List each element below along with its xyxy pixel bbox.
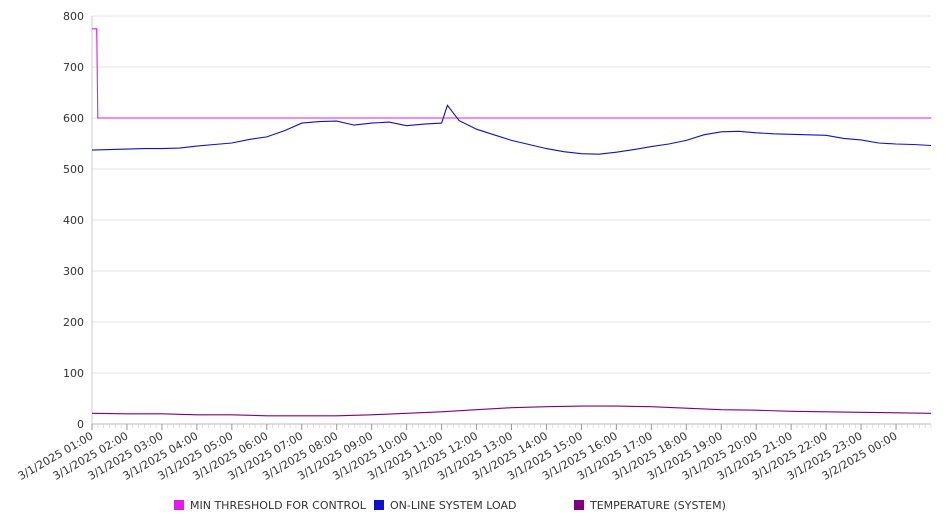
y-tick-label: 500 [63, 163, 84, 176]
y-tick-label: 600 [63, 112, 84, 125]
series-lines [91, 28, 932, 417]
y-tick-label: 300 [63, 265, 84, 278]
y-tick-label: 700 [63, 61, 84, 74]
legend-label: TEMPERATURE (SYSTEM) [589, 499, 726, 512]
series-line-1 [92, 28, 931, 119]
legend-swatch [174, 500, 184, 510]
series-line-2 [91, 104, 932, 155]
legend: MIN THRESHOLD FOR CONTROL ON-LINE SYSTEM … [174, 499, 726, 512]
legend-swatch [374, 500, 384, 510]
grid [92, 15, 931, 374]
y-tick-label: 200 [63, 316, 84, 329]
y-tick-label: 800 [63, 10, 84, 23]
legend-label: ON-LINE SYSTEM LOAD [390, 499, 516, 512]
y-tick-label: 100 [63, 367, 84, 380]
legend-label: MIN THRESHOLD FOR CONTROL [190, 499, 367, 512]
series-line-3 [91, 405, 932, 417]
legend-swatch [574, 500, 584, 510]
y-tick-label: 0 [77, 418, 84, 431]
y-tick-label: 400 [63, 214, 84, 227]
